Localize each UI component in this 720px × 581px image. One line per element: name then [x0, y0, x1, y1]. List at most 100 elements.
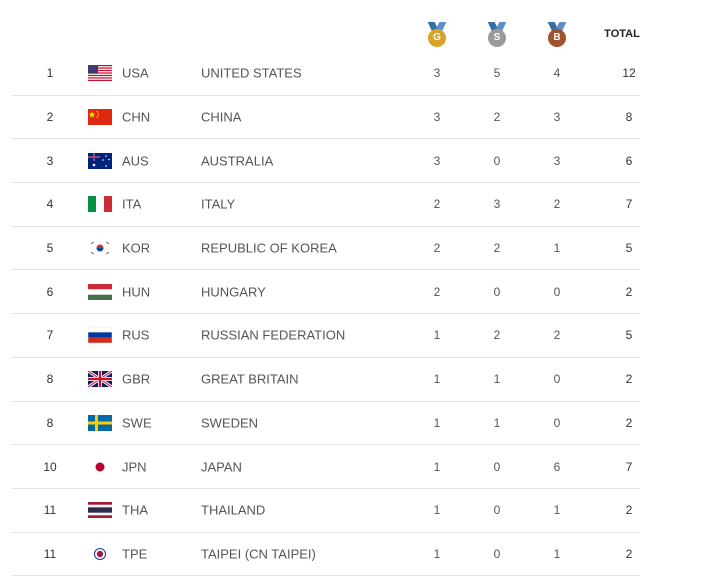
medal-table-header: G S B TOTAL: [12, 0, 640, 52]
japan-flag-icon: [88, 458, 112, 475]
country-code: TPE: [122, 546, 148, 562]
gold-count: 3: [433, 110, 441, 125]
chinese-taipei-emblem-icon: [88, 545, 112, 562]
silver-count: 1: [493, 372, 501, 387]
rank: 3: [46, 153, 54, 168]
total-count: 5: [625, 328, 633, 343]
table-row[interactable]: 5 KOR REPUBLIC OF KOREA 2 2 1: [12, 227, 640, 271]
total-count: 2: [625, 546, 633, 561]
silver-medal-icon[interactable]: S: [487, 22, 507, 48]
country-name[interactable]: CHINA: [201, 109, 242, 125]
silver-count: 2: [493, 110, 501, 125]
silver-count: 3: [493, 197, 501, 212]
silver-count: 0: [493, 459, 501, 474]
gold-count: 1: [433, 415, 441, 430]
bronze-medal-icon[interactable]: B: [547, 22, 567, 48]
table-row[interactable]: 11 TPE TAIPEI (CN TAIPEI) 1 0 1 2: [12, 533, 640, 577]
great-britain-flag-icon: [88, 371, 112, 388]
hungary-flag-icon: [88, 283, 112, 300]
total-count: 7: [625, 197, 633, 212]
silver-medal-label: S: [488, 29, 506, 47]
silver-count: 0: [493, 546, 501, 561]
china-flag-icon: [88, 109, 112, 126]
bronze-count: 4: [553, 66, 561, 81]
bronze-count: 0: [553, 372, 561, 387]
bronze-count: 2: [553, 328, 561, 343]
medal-table: G S B TOTAL 1: [12, 0, 640, 577]
gold-medal-icon[interactable]: G: [427, 22, 447, 48]
bronze-count: 6: [553, 459, 561, 474]
country-code: ITA: [122, 196, 142, 212]
gold-count: 1: [433, 328, 441, 343]
medal-table-body: 1 USA UNITED STATES 3 5 4 12: [12, 52, 640, 577]
italy-flag-icon: [88, 196, 112, 213]
country-name[interactable]: AUSTRALIA: [201, 153, 274, 169]
silver-count: 1: [493, 415, 501, 430]
rank: 4: [46, 197, 54, 212]
bronze-medal-label: B: [548, 29, 566, 47]
gold-count: 1: [433, 372, 441, 387]
rank: 1: [46, 66, 54, 81]
silver-count: 0: [493, 284, 501, 299]
silver-count: 0: [493, 503, 501, 518]
rank: 10: [43, 459, 57, 474]
usa-flag-icon: [88, 65, 112, 82]
country-code: THA: [122, 502, 148, 518]
total-count: 8: [625, 110, 633, 125]
table-row[interactable]: 3 AUS AUSTRALIA 3 0 3 6: [12, 139, 640, 184]
total-count: 2: [625, 284, 633, 299]
table-row[interactable]: 1 USA UNITED STATES 3 5 4 12: [12, 52, 640, 96]
australia-flag-icon: [88, 152, 112, 169]
table-row[interactable]: 4 ITA ITALY 2 3 2 7: [12, 183, 640, 227]
gold-count: 3: [433, 66, 441, 81]
country-name[interactable]: THAILAND: [201, 502, 266, 518]
rank: 5: [46, 241, 54, 256]
rank: 2: [46, 110, 54, 125]
table-row[interactable]: 6 HUN HUNGARY 2 0 0 2: [12, 270, 640, 315]
thailand-flag-icon: [88, 502, 112, 519]
country-name[interactable]: SWEDEN: [201, 415, 259, 431]
country-code: HUN: [122, 284, 151, 300]
table-row[interactable]: 10 JPN JAPAN 1 0 6 7: [12, 445, 640, 489]
gold-count: 2: [433, 284, 441, 299]
country-code: RUS: [122, 327, 150, 343]
country-name[interactable]: GREAT BRITAIN: [201, 371, 299, 387]
bronze-count: 3: [553, 153, 561, 168]
bronze-count: 0: [553, 284, 561, 299]
gold-count: 3: [433, 153, 441, 168]
bronze-count: 0: [553, 415, 561, 430]
silver-count: 2: [493, 328, 501, 343]
gold-medal-label: G: [428, 29, 446, 47]
gold-count: 1: [433, 459, 441, 474]
country-name[interactable]: RUSSIAN FEDERATION: [201, 327, 346, 343]
country-name[interactable]: JAPAN: [201, 459, 242, 475]
country-name[interactable]: UNITED STATES: [201, 65, 302, 81]
country-name[interactable]: TAIPEI (CN TAIPEI): [201, 546, 316, 562]
table-row[interactable]: 7 RUS RUSSIAN FEDERATION 1 2 2 5: [12, 314, 640, 358]
table-row[interactable]: 2 CHN CHINA 3 2 3 8: [12, 96, 640, 140]
bronze-count: 1: [553, 503, 561, 518]
table-row[interactable]: 8 SWE SWEDEN 1 1 0 2: [12, 402, 640, 446]
country-code: CHN: [122, 109, 151, 125]
table-row[interactable]: 11 THA THAILAND 1 0 1 2: [12, 489, 640, 533]
table-row[interactable]: 8 GBR GREAT BRITAIN 1 1 0 2: [12, 358, 640, 402]
country-code: AUS: [122, 153, 149, 169]
country-code: KOR: [122, 240, 151, 256]
rank: 6: [46, 284, 54, 299]
silver-count: 5: [493, 66, 501, 81]
bronze-count: 1: [553, 546, 561, 561]
country-name[interactable]: REPUBLIC OF KOREA: [201, 240, 337, 256]
russia-flag-icon: [88, 327, 112, 344]
bronze-count: 3: [553, 110, 561, 125]
total-column-header[interactable]: TOTAL: [604, 28, 640, 40]
country-name[interactable]: HUNGARY: [201, 284, 266, 300]
korea-flag-icon: [88, 240, 112, 257]
gold-count: 2: [433, 241, 441, 256]
gold-count: 1: [433, 503, 441, 518]
silver-count: 2: [493, 241, 501, 256]
rank: 11: [43, 546, 57, 561]
country-name[interactable]: ITALY: [201, 196, 236, 212]
total-count: 6: [625, 153, 633, 168]
gold-count: 1: [433, 546, 441, 561]
rank: 8: [46, 372, 54, 387]
